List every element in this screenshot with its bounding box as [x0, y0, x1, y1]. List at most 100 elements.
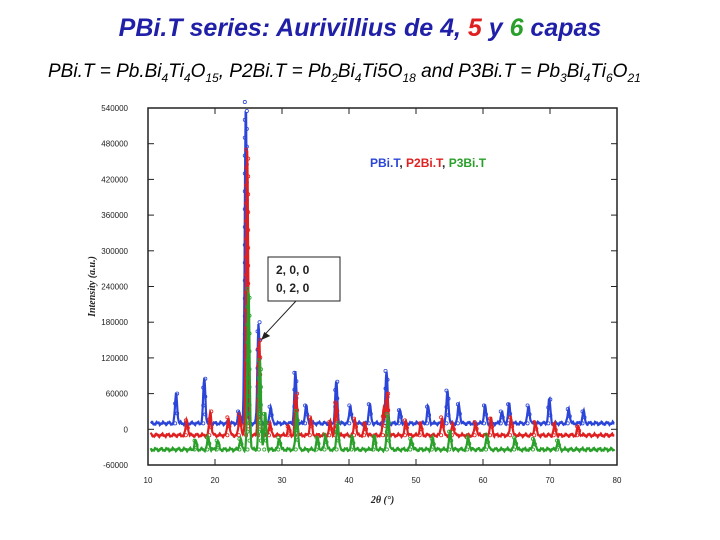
peak-data-point — [307, 415, 312, 420]
peak-data-point — [256, 376, 261, 381]
peak-data-point — [335, 408, 340, 413]
peak-data-point — [225, 415, 230, 420]
title-number-6: 6 — [509, 14, 524, 42]
peak-data-point — [183, 433, 188, 438]
peak-data-point — [577, 428, 582, 433]
peak-data-point — [246, 192, 251, 197]
peak-data-point — [239, 442, 244, 447]
peak-data-point — [444, 388, 449, 393]
peak-data-point — [441, 424, 446, 429]
peak-data-point — [484, 412, 489, 417]
peak-data-point — [322, 447, 327, 452]
peak-data-point — [246, 174, 251, 179]
annotation-box — [267, 256, 341, 302]
peak-data-point — [262, 447, 267, 452]
peak-data-point — [247, 367, 252, 372]
peak-data-point — [408, 436, 413, 441]
peak-data-point — [354, 424, 359, 429]
peak-data-point — [575, 424, 580, 429]
peak-data-point — [258, 420, 263, 425]
peak-data-point — [548, 397, 553, 402]
legend-entry: , — [442, 156, 449, 170]
peak-data-point — [449, 438, 454, 443]
peak-data-point — [246, 156, 251, 161]
peak-data-point — [551, 422, 556, 427]
formula-subscript: 21 — [627, 70, 641, 85]
peak-data-point — [264, 420, 269, 425]
peak-data-point — [258, 438, 263, 443]
peak-data-point — [383, 368, 388, 373]
peak-data-point — [512, 447, 517, 452]
peak-data-point — [322, 432, 327, 437]
peak-data-point — [262, 411, 267, 416]
annotation-line: 0, 2, 0 — [276, 281, 310, 295]
peak-data-point — [245, 286, 250, 291]
peak-data-point — [366, 421, 371, 426]
peak-data-point — [256, 393, 261, 398]
peak-data-point — [242, 117, 247, 122]
peak-data-point — [384, 411, 389, 416]
peak-data-point — [225, 433, 230, 438]
peak-data-point — [327, 433, 332, 438]
peak-data-point — [530, 447, 535, 452]
peak-data-point — [472, 420, 477, 425]
peak-data-point — [256, 346, 261, 351]
peak-data-point — [247, 295, 252, 300]
peak-data-point — [246, 227, 251, 232]
peak-data-point — [384, 399, 389, 404]
peak-data-point — [425, 421, 430, 426]
peak-data-point — [244, 219, 249, 224]
peak-data-point — [293, 428, 298, 433]
legend: PBi.T, P2Bi.T, P3Bi.T — [370, 156, 487, 170]
peak-data-point — [244, 165, 249, 170]
x-tick-label: 30 — [278, 476, 287, 485]
peak-data-point — [349, 412, 354, 417]
peak-data-point — [244, 183, 249, 188]
peak-data-point — [244, 126, 249, 131]
peak-data-point — [347, 403, 352, 408]
peak-data-point — [386, 408, 391, 413]
peak-data-point — [292, 387, 297, 392]
peak-data-point — [444, 404, 449, 409]
peak-data-point — [402, 418, 407, 423]
peak-data-point — [205, 435, 210, 440]
peak-data-point — [525, 403, 530, 408]
peak-data-point — [510, 424, 515, 429]
annotation-line: 2, 0, 0 — [276, 263, 310, 277]
formula-subscript: 4 — [183, 70, 191, 85]
peak-data-point — [508, 415, 513, 420]
peak-data-point — [247, 313, 252, 318]
peak-data-point — [246, 245, 251, 250]
peak-data-point — [575, 433, 580, 438]
peak-data-point — [256, 447, 261, 452]
peak-data-point — [534, 426, 539, 431]
y-tick-label: 60000 — [106, 390, 129, 399]
peak-data-point — [384, 447, 389, 452]
peak-data-point — [316, 441, 321, 446]
peak-data-point — [525, 421, 530, 426]
peak-data-point — [303, 403, 308, 408]
p3bit-series — [149, 286, 616, 454]
peak-data-point — [256, 358, 261, 363]
peak-data-point — [329, 426, 334, 431]
y-tick-label: 420000 — [101, 175, 128, 184]
peak-data-point — [285, 424, 290, 429]
peak-data-point — [417, 421, 422, 426]
peak-data-point — [173, 401, 178, 406]
peak-data-point — [209, 425, 214, 430]
peak-data-point — [383, 386, 388, 391]
peak-data-point — [371, 434, 376, 439]
peak-data-point — [201, 385, 206, 390]
peak-data-point — [490, 424, 495, 429]
peak-data-point — [314, 435, 319, 440]
peak-data-point — [553, 427, 558, 432]
peak-data-point — [207, 417, 212, 422]
peak-data-point — [548, 413, 553, 418]
peak-data-point — [242, 100, 247, 105]
peak-data-point — [551, 433, 556, 438]
peak-data-point — [446, 413, 451, 418]
peak-data-point — [386, 438, 391, 443]
peak-data-point — [236, 433, 241, 438]
peak-data-point — [417, 433, 422, 438]
